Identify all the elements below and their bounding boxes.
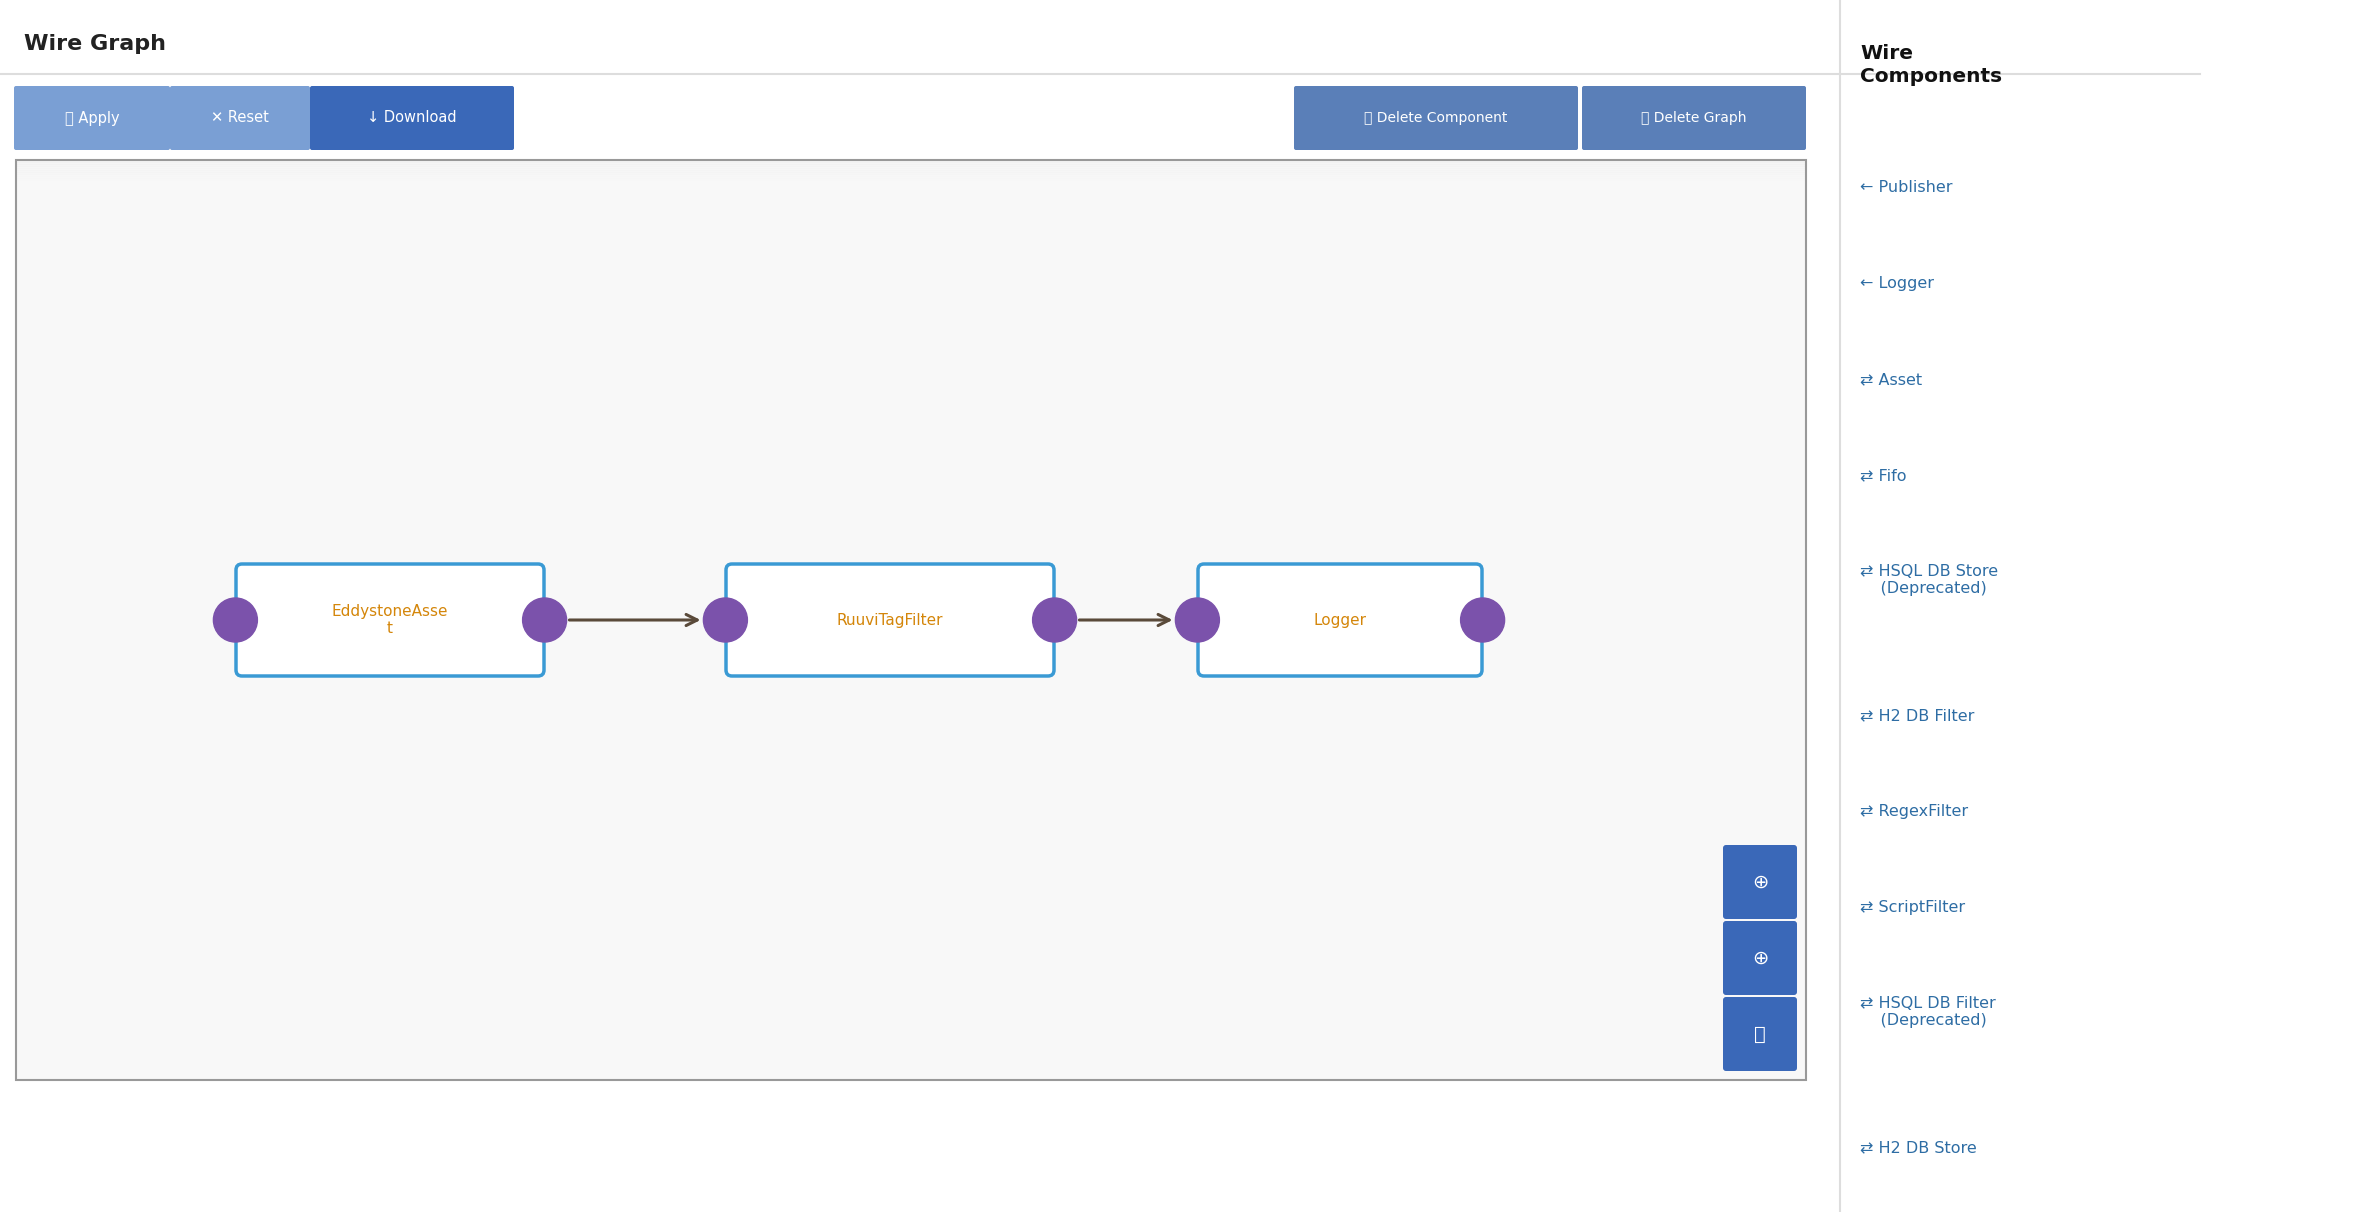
- FancyBboxPatch shape: [1198, 564, 1482, 676]
- Circle shape: [1461, 598, 1504, 642]
- Text: Wire
Components: Wire Components: [1859, 44, 2001, 86]
- FancyBboxPatch shape: [17, 160, 1807, 1080]
- Text: Wire Graph: Wire Graph: [24, 34, 166, 55]
- FancyBboxPatch shape: [1724, 997, 1797, 1071]
- Text: ← Publisher: ← Publisher: [1859, 181, 1954, 195]
- FancyBboxPatch shape: [310, 86, 514, 150]
- FancyBboxPatch shape: [170, 86, 310, 150]
- Text: ⇄ HSQL DB Filter
    (Deprecated): ⇄ HSQL DB Filter (Deprecated): [1859, 996, 1996, 1029]
- Circle shape: [523, 598, 566, 642]
- FancyBboxPatch shape: [1582, 86, 1807, 150]
- FancyBboxPatch shape: [237, 564, 545, 676]
- FancyBboxPatch shape: [1724, 845, 1797, 919]
- Text: EddystoneAsse
t: EddystoneAsse t: [332, 604, 448, 636]
- FancyBboxPatch shape: [1293, 86, 1577, 150]
- Circle shape: [703, 598, 748, 642]
- Text: ⇄ Asset: ⇄ Asset: [1859, 372, 1923, 387]
- Circle shape: [1175, 598, 1220, 642]
- Text: ⇄ HSQL DB Store
    (Deprecated): ⇄ HSQL DB Store (Deprecated): [1859, 564, 1999, 596]
- Circle shape: [1032, 598, 1077, 642]
- Text: ← Logger: ← Logger: [1859, 276, 1935, 291]
- Text: ⇄ H2 DB Filter: ⇄ H2 DB Filter: [1859, 708, 1975, 724]
- Text: ⎕ Delete Component: ⎕ Delete Component: [1364, 112, 1508, 125]
- Text: ⎗ Apply: ⎗ Apply: [64, 110, 118, 126]
- Text: RuuviTagFilter: RuuviTagFilter: [836, 612, 942, 628]
- FancyBboxPatch shape: [14, 86, 170, 150]
- Text: ⇄ RegexFilter: ⇄ RegexFilter: [1859, 804, 1968, 819]
- FancyBboxPatch shape: [1724, 921, 1797, 995]
- Text: Logger: Logger: [1314, 612, 1366, 628]
- Text: ⊕: ⊕: [1752, 873, 1769, 892]
- Circle shape: [213, 598, 258, 642]
- FancyBboxPatch shape: [727, 564, 1054, 676]
- Text: ⤢: ⤢: [1755, 1024, 1767, 1044]
- Text: ⊕: ⊕: [1752, 949, 1769, 967]
- Text: ⇄ H2 DB Store: ⇄ H2 DB Store: [1859, 1140, 1977, 1155]
- Text: ↓ Download: ↓ Download: [367, 110, 457, 126]
- Text: ✕ Reset: ✕ Reset: [211, 110, 270, 126]
- Text: ⇄ Fifo: ⇄ Fifo: [1859, 468, 1906, 484]
- Text: ⎕ Delete Graph: ⎕ Delete Graph: [1641, 112, 1748, 125]
- Text: ⇄ ScriptFilter: ⇄ ScriptFilter: [1859, 901, 1965, 915]
